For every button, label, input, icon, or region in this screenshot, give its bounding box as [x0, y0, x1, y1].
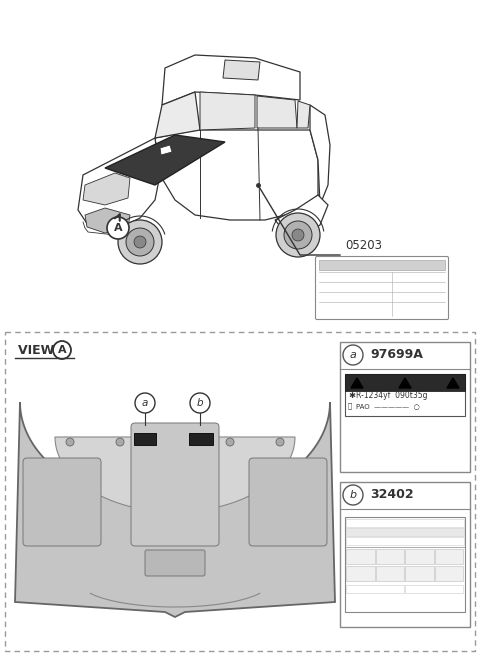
FancyBboxPatch shape [346, 537, 464, 545]
Polygon shape [257, 96, 297, 128]
Polygon shape [223, 60, 260, 80]
FancyBboxPatch shape [340, 482, 470, 627]
FancyBboxPatch shape [346, 519, 464, 527]
Circle shape [284, 221, 312, 249]
Circle shape [107, 217, 129, 239]
Text: 32402: 32402 [370, 489, 414, 501]
Text: a: a [142, 398, 148, 408]
FancyBboxPatch shape [145, 550, 205, 576]
Polygon shape [105, 135, 225, 185]
FancyBboxPatch shape [405, 566, 433, 581]
FancyBboxPatch shape [319, 260, 445, 270]
FancyBboxPatch shape [375, 549, 404, 564]
Text: 97699A: 97699A [370, 348, 423, 361]
FancyBboxPatch shape [405, 549, 433, 564]
Polygon shape [162, 55, 300, 105]
Text: 05203: 05203 [345, 239, 382, 252]
FancyBboxPatch shape [346, 528, 464, 536]
Circle shape [226, 438, 234, 446]
FancyBboxPatch shape [405, 585, 463, 593]
Circle shape [135, 393, 155, 413]
FancyBboxPatch shape [5, 332, 475, 651]
Polygon shape [399, 378, 411, 388]
Polygon shape [297, 101, 310, 128]
Circle shape [292, 229, 304, 241]
Circle shape [66, 438, 74, 446]
Polygon shape [15, 402, 335, 617]
Polygon shape [160, 145, 172, 155]
FancyBboxPatch shape [345, 374, 465, 391]
Text: A: A [114, 223, 122, 233]
Text: b: b [349, 490, 357, 500]
Polygon shape [55, 437, 295, 512]
Polygon shape [155, 130, 318, 220]
Polygon shape [310, 105, 330, 205]
Polygon shape [200, 92, 255, 130]
Text: a: a [349, 350, 357, 360]
Polygon shape [78, 138, 160, 230]
Circle shape [53, 341, 71, 359]
Polygon shape [155, 92, 200, 138]
Circle shape [190, 393, 210, 413]
Circle shape [118, 220, 162, 264]
FancyBboxPatch shape [315, 256, 448, 319]
FancyBboxPatch shape [340, 342, 470, 472]
FancyBboxPatch shape [434, 566, 463, 581]
FancyBboxPatch shape [345, 517, 465, 612]
FancyBboxPatch shape [345, 374, 465, 416]
FancyBboxPatch shape [23, 458, 101, 546]
Circle shape [343, 485, 363, 505]
Text: 🔑: 🔑 [348, 403, 352, 409]
Polygon shape [447, 378, 459, 388]
FancyBboxPatch shape [346, 566, 374, 581]
FancyBboxPatch shape [131, 423, 219, 546]
Text: VIEW: VIEW [18, 344, 59, 356]
Polygon shape [85, 208, 130, 233]
FancyBboxPatch shape [375, 566, 404, 581]
Text: PAO  —————  ○: PAO ————— ○ [356, 403, 420, 409]
Circle shape [134, 236, 146, 248]
FancyBboxPatch shape [346, 549, 374, 564]
FancyBboxPatch shape [434, 549, 463, 564]
Text: b: b [197, 398, 204, 408]
FancyBboxPatch shape [346, 585, 404, 593]
Polygon shape [275, 195, 328, 235]
Circle shape [126, 228, 154, 256]
Polygon shape [351, 378, 363, 388]
FancyBboxPatch shape [189, 433, 213, 445]
Text: R-1234yf  090t35g: R-1234yf 090t35g [356, 392, 428, 401]
Polygon shape [83, 173, 130, 205]
Circle shape [276, 213, 320, 257]
FancyBboxPatch shape [249, 458, 327, 546]
Circle shape [343, 345, 363, 365]
Text: ✱: ✱ [348, 392, 355, 401]
Circle shape [276, 438, 284, 446]
FancyBboxPatch shape [134, 433, 156, 445]
Text: A: A [58, 345, 66, 355]
Circle shape [116, 438, 124, 446]
